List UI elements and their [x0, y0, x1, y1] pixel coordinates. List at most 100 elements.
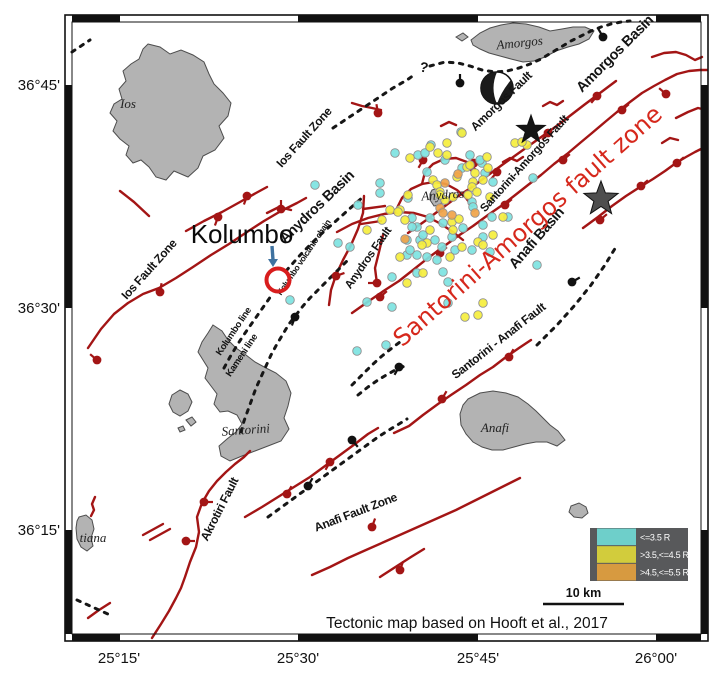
fault-ball	[636, 181, 646, 191]
epicenter-point	[422, 167, 432, 177]
border-seg	[298, 15, 478, 22]
fault-line	[184, 185, 269, 233]
epicenter-point	[400, 234, 410, 244]
fault-ball	[592, 91, 602, 101]
epicenter-point	[435, 190, 445, 200]
label-anafi-fault-zone: Anafi Fault Zone	[312, 490, 399, 535]
fault-ball	[199, 497, 209, 507]
fault-ball	[373, 108, 383, 118]
epicenter-point	[375, 178, 385, 188]
dashed-lineament	[331, 73, 416, 130]
border-seg	[72, 15, 120, 22]
legend-swatch	[597, 546, 636, 563]
fault-ball	[181, 536, 191, 546]
epicenter-point	[412, 250, 422, 260]
epicenter-point	[362, 225, 372, 235]
epicenter-point	[465, 150, 475, 160]
epicenter-point	[377, 215, 387, 225]
epicenter-point	[425, 213, 435, 223]
fault-ball	[331, 271, 341, 281]
epicenter-point	[432, 255, 442, 265]
epicenter-point	[407, 222, 417, 232]
epicenter-point	[485, 192, 495, 202]
legend-swatch	[597, 528, 636, 546]
epicenter-point	[442, 150, 452, 160]
island-ios	[109, 43, 232, 181]
epicenter-point	[482, 152, 492, 162]
epicenter-point	[463, 190, 473, 200]
island-christiana	[75, 514, 95, 552]
label-anafi: Anafi	[480, 420, 510, 435]
label-akrotiri-fault: Akrotiri Fault	[198, 475, 242, 543]
legend-label: >3.5,<=4.5 R	[640, 550, 689, 560]
map-caption: Tectonic map based on Hooft et al., 2017	[326, 615, 608, 632]
dashed-lineament	[70, 38, 92, 54]
black-fault-ball	[394, 362, 404, 372]
fault-ball	[367, 522, 377, 532]
epicenter-point	[438, 218, 448, 228]
dashed-lineament	[428, 19, 632, 74]
label-santorini-anafi-fault: Santorini - Anafi Fault	[449, 300, 549, 382]
island-amorgos	[470, 22, 595, 63]
border-seg	[656, 634, 701, 641]
epicenter-point	[448, 225, 458, 235]
epicenter-point	[460, 312, 470, 322]
dashed-lineament	[266, 417, 409, 519]
border-seg	[701, 85, 708, 308]
beachball-left-lobe	[481, 72, 497, 104]
epicenter-point	[425, 225, 435, 235]
epicenter-point	[387, 302, 397, 312]
island-santorini	[197, 324, 292, 462]
black-fault-ball	[290, 312, 300, 322]
island-aspronisi-islet	[177, 425, 186, 433]
label-: ?	[418, 58, 429, 75]
epicenter-point	[442, 138, 452, 148]
epicenter-point	[443, 298, 453, 308]
kolumbo-ring-icon	[264, 266, 292, 294]
epicenter-point	[352, 346, 362, 356]
epicenter-point	[395, 252, 405, 262]
epicenter-point	[375, 188, 385, 198]
fault-ball	[372, 278, 382, 288]
fault-line	[541, 99, 565, 108]
epicenter-point	[403, 190, 413, 200]
epicenter-point	[488, 230, 498, 240]
epicenter-point	[454, 214, 464, 224]
epicenter-point	[385, 205, 395, 215]
epicenter-point	[478, 220, 488, 230]
border-seg	[65, 530, 72, 634]
epicenter-point	[433, 148, 443, 158]
fault-line	[406, 79, 618, 235]
map-frame	[64, 14, 709, 642]
fault-ball	[558, 155, 568, 165]
epicenter-point	[465, 160, 475, 170]
fault-line	[310, 476, 522, 577]
red-faults-layer	[86, 50, 709, 640]
fault-line	[86, 196, 308, 350]
dashed-lineament	[222, 294, 273, 370]
label-anydros: Anydros	[420, 186, 465, 204]
fault-ball	[661, 89, 671, 99]
epicenter-point	[417, 240, 427, 250]
fault-line	[150, 449, 252, 640]
focal-mechanism-icon	[480, 71, 514, 105]
dashed-lineament	[350, 340, 402, 387]
epicenter-point	[400, 215, 410, 225]
kolumbo-label: Kolumbo	[191, 219, 294, 249]
border-seg	[65, 85, 72, 308]
epicenter-point	[440, 178, 450, 188]
kolumbo-annotation: Kolumbo	[191, 219, 294, 294]
dashed-lineament	[239, 257, 351, 434]
dashed-lineament	[356, 364, 407, 397]
epicenter-point	[457, 242, 467, 252]
epicenter-point	[430, 235, 440, 245]
fault-line	[335, 210, 465, 242]
fault-line	[327, 194, 366, 307]
epicenter-point	[402, 278, 412, 288]
symbols-layer	[480, 71, 620, 215]
epicenter-point	[473, 310, 483, 320]
epicenter-point	[472, 187, 482, 197]
epicenter-point	[418, 268, 428, 278]
epicenter-point	[478, 175, 488, 185]
